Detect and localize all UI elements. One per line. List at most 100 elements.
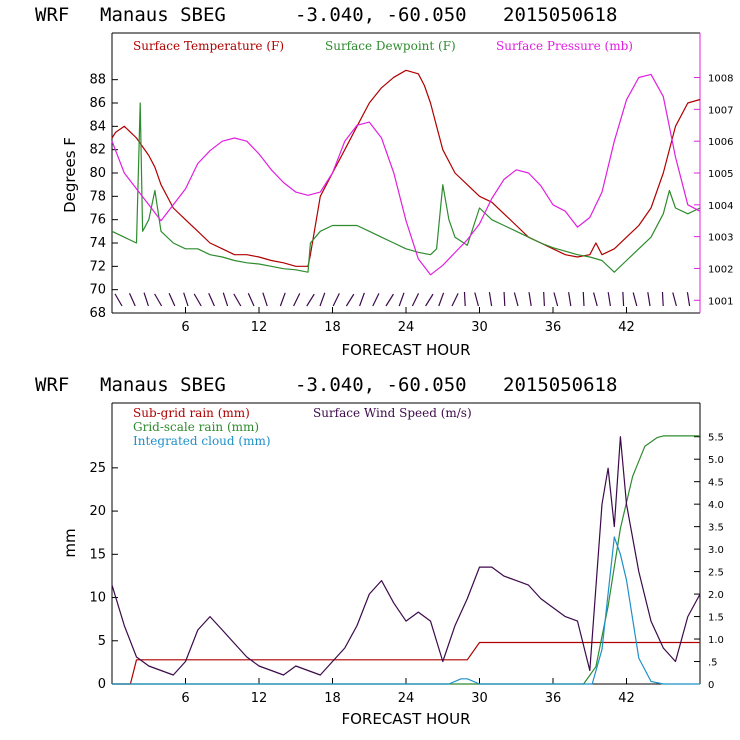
y-tick-label: 20 xyxy=(89,504,106,519)
wind-barb xyxy=(622,291,625,307)
y2-tick-label: 1007 xyxy=(708,105,733,116)
y-tick-label: 68 xyxy=(89,306,106,321)
legend-subgrid-rain: Sub-grid rain (mm) xyxy=(133,406,250,420)
y2-tick-label: 5.0 xyxy=(708,455,724,466)
x-tick-label: 12 xyxy=(251,691,268,706)
x-tick-label: 6 xyxy=(181,320,189,335)
y2-tick-label: 1.0 xyxy=(708,635,724,646)
wind-barb xyxy=(647,292,651,307)
bottom-panel-header: WRF Manaus SBEG -3.040, -60.050 20150506… xyxy=(35,374,617,396)
wind-barb xyxy=(661,291,664,307)
y2-tick-label: 1004 xyxy=(708,201,733,212)
wind-barb xyxy=(114,293,123,307)
wind-barb xyxy=(168,292,176,307)
x-tick-label: 6 xyxy=(181,691,189,706)
bottom-header-station: Manaus SBEG xyxy=(100,374,226,396)
wind-barb xyxy=(359,292,365,307)
wind-barb xyxy=(451,293,459,307)
y-tick-label: 10 xyxy=(89,591,106,606)
legend-dewpoint: Surface Dewpoint (F) xyxy=(325,39,456,53)
wind-barb xyxy=(438,292,445,307)
y-tick-label: 80 xyxy=(89,166,106,181)
y2-tick-label: 1.5 xyxy=(708,613,724,624)
y2-tick-label: 4.5 xyxy=(708,478,724,489)
top-header-station: Manaus SBEG xyxy=(100,4,226,26)
y-tick-label: 76 xyxy=(89,213,106,228)
bottom-x-axis-label: FORECAST HOUR xyxy=(341,710,470,728)
wind-barb xyxy=(143,292,149,307)
y-tick-label: 74 xyxy=(89,236,106,251)
series-line-surface-wind-speed-m-s xyxy=(111,436,701,676)
bottom-header-init: 2015050618 xyxy=(503,374,617,396)
bottom-header-model: WRF xyxy=(35,374,69,396)
wind-barb xyxy=(154,293,163,307)
wind-barbs xyxy=(114,291,691,307)
y-tick-label: 78 xyxy=(89,189,106,204)
y-tick-label: 84 xyxy=(89,119,106,134)
top-panel-header: WRF Manaus SBEG -3.040, -60.050 20150506… xyxy=(35,4,617,26)
x-tick-label: 42 xyxy=(618,320,635,335)
bottom-header-coords: -3.040, -60.050 xyxy=(295,374,467,396)
y2-tick-label: 4.0 xyxy=(708,500,724,511)
y2-tick-label: 2.0 xyxy=(708,590,724,601)
x-tick-label: 36 xyxy=(545,691,562,706)
y2-tick-label: 1005 xyxy=(708,169,733,180)
wind-barb xyxy=(411,293,420,307)
wind-barb xyxy=(128,292,136,307)
wind-barb xyxy=(247,292,255,307)
legend-wind-speed: Surface Wind Speed (m/s) xyxy=(313,406,472,420)
y-tick-label: 72 xyxy=(89,259,106,274)
y-tick-label: 70 xyxy=(89,283,106,298)
wind-barb xyxy=(607,292,611,307)
wind-barb xyxy=(592,292,598,307)
wind-barb xyxy=(463,291,466,307)
wind-barb xyxy=(385,293,394,307)
x-tick-label: 30 xyxy=(471,320,488,335)
legend-temperature: Surface Temperature (F) xyxy=(133,39,284,53)
bottom-y-axis-label: mm xyxy=(61,528,79,557)
wind-barb xyxy=(513,292,519,307)
y2-tick-label: 5.5 xyxy=(708,433,724,444)
wind-barb xyxy=(474,292,479,307)
top-x-axis-label: FORECAST HOUR xyxy=(341,341,470,359)
series-line-sub-grid-rain-mm xyxy=(112,641,700,685)
wind-barb xyxy=(208,292,215,307)
legend-integrated-cloud: Integrated cloud (mm) xyxy=(133,434,271,448)
top-header-init: 2015050618 xyxy=(503,4,617,26)
y2-tick-label: 0 xyxy=(708,680,714,691)
y-tick-label: 25 xyxy=(89,461,106,476)
wind-barb xyxy=(568,292,572,307)
y2-tick-label: 1003 xyxy=(708,233,733,244)
y2-tick-label: 2.5 xyxy=(708,568,724,579)
x-tick-label: 30 xyxy=(471,691,488,706)
bottom-plot-panel: Sub-grid rain (mm) Surface Wind Speed (m… xyxy=(61,402,724,728)
bottom-legend: Sub-grid rain (mm) Surface Wind Speed (m… xyxy=(133,406,475,448)
y-tick-label: 0 xyxy=(98,677,106,692)
top-plot-panel: Surface Temperature (F) Surface Dewpoint… xyxy=(61,32,733,359)
y-tick-label: 86 xyxy=(89,96,106,111)
x-tick-label: 24 xyxy=(398,320,415,335)
legend-grid-rain: Grid-scale rain (mm) xyxy=(133,420,259,434)
y-tick-label: 5 xyxy=(98,634,106,649)
y-tick-label: 82 xyxy=(89,143,106,158)
y2-tick-label: 3.0 xyxy=(708,545,724,556)
x-tick-label: 36 xyxy=(545,320,562,335)
wind-barb xyxy=(488,292,493,307)
wind-barb xyxy=(686,292,691,307)
x-tick-label: 42 xyxy=(618,691,635,706)
wind-barb xyxy=(503,291,506,307)
x-tick-label: 12 xyxy=(251,320,268,335)
wind-barb xyxy=(183,292,189,307)
wind-barb xyxy=(372,293,380,307)
wind-barb xyxy=(233,293,242,307)
wind-barb xyxy=(319,292,326,307)
series-line-surface-temperature-f xyxy=(111,69,701,267)
y2-tick-label: 1001 xyxy=(708,296,733,307)
x-tick-label: 18 xyxy=(324,320,341,335)
y2-tick-label: 1006 xyxy=(708,137,733,148)
wind-barb xyxy=(262,292,268,307)
wind-barb xyxy=(345,293,355,307)
wind-barb xyxy=(306,293,315,307)
x-tick-label: 24 xyxy=(398,691,415,706)
